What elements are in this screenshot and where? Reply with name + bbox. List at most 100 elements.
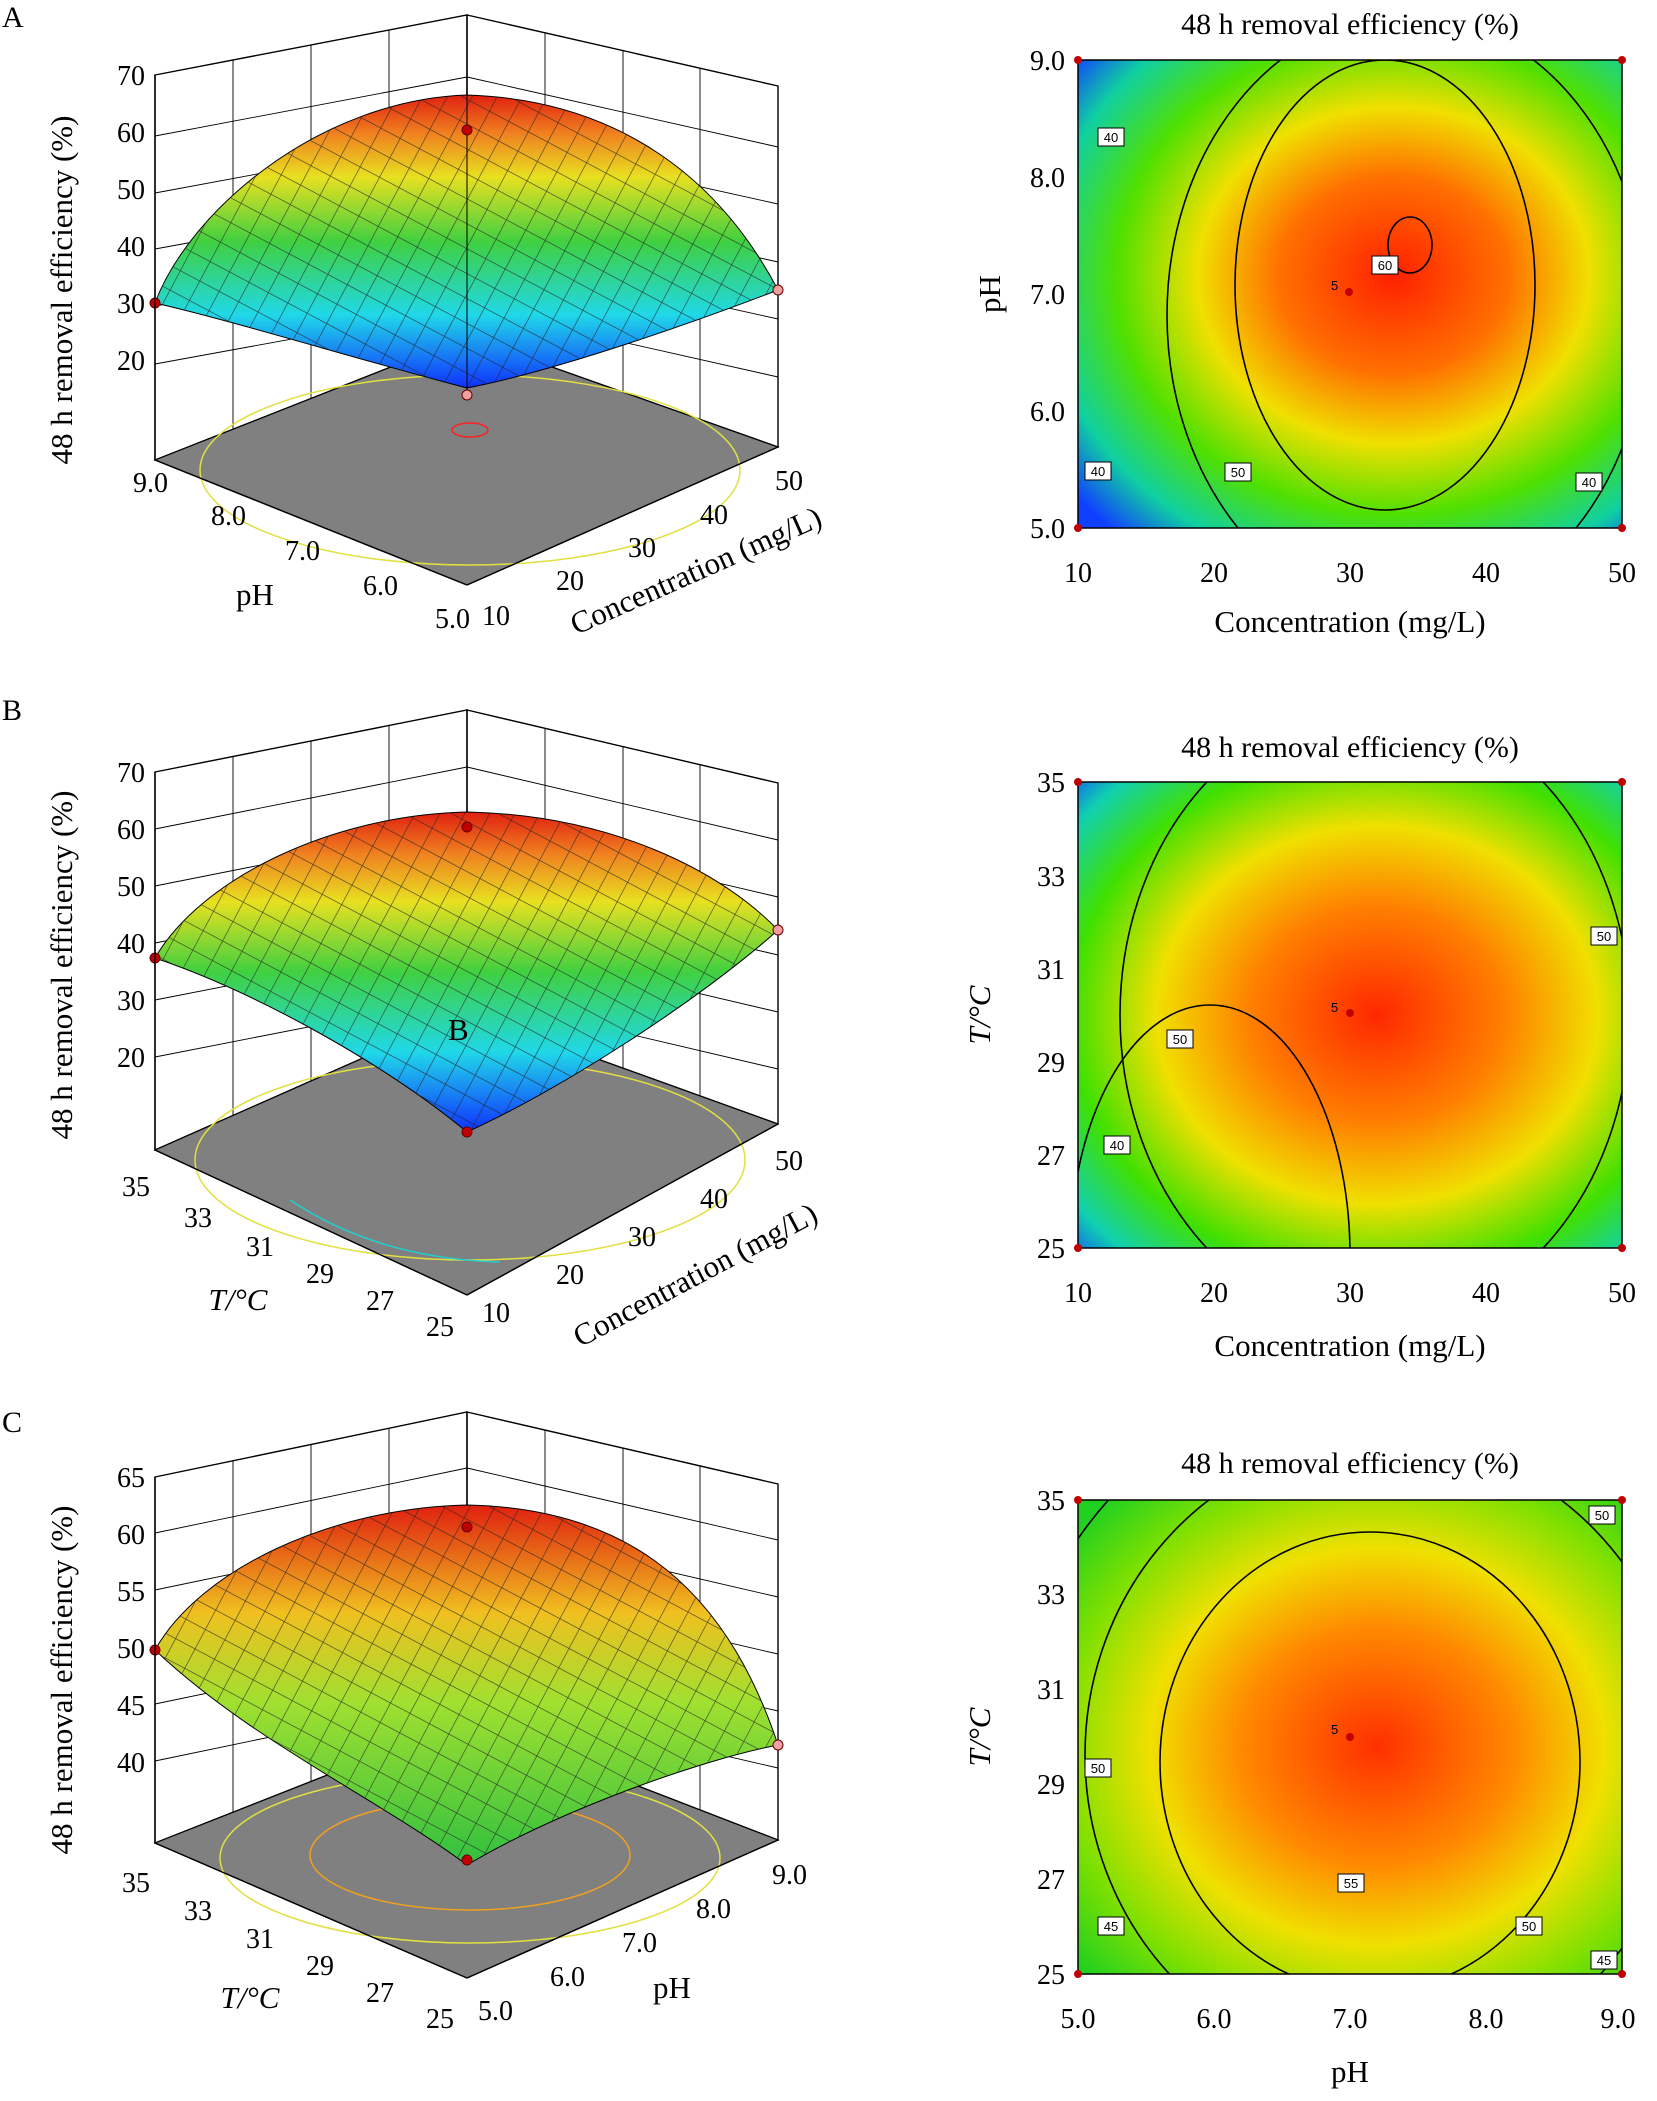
tick-label: 27 [1037,1141,1065,1172]
tick-label: 33 [1037,862,1065,893]
tick-label: 60 [117,815,145,846]
tick-label: 50 [775,466,803,497]
tick-label: 31 [1037,1675,1065,1706]
tick-label: 27 [366,1286,394,1317]
tick-label: 9.0 [133,468,168,499]
tick-label: 20 [556,1260,584,1291]
contour-label: 50 [1522,1919,1536,1934]
tick-label: 20 [1200,558,1228,589]
contour-a-ylabel: pH [972,275,1007,313]
surface-c-z-label: 48 h removal efficiency (%) [44,1506,79,1855]
contour-a-labels: 40 40 50 60 40 5 [1084,127,1603,492]
contour-b-xticks: 10 20 30 40 50 [1064,1278,1636,1309]
tick-label: 40 [1472,558,1500,589]
contour-label: 40 [1104,130,1118,145]
contour-label: 55 [1344,1876,1358,1891]
tick-label: 50 [775,1146,803,1177]
surface-a-left-ticks: 9.0 8.0 7.0 6.0 5.0 [133,468,470,635]
tick-label: 33 [184,1203,212,1234]
surface-b-left-ticks: 35 33 31 29 27 25 [122,1172,454,1343]
tick-label: 35 [122,1868,150,1899]
tick-label: 25 [426,1312,454,1343]
tick-label: 7.0 [1333,2004,1368,2035]
tick-label: 35 [122,1172,150,1203]
contour-c-yticks: 25 27 29 31 33 35 [1037,1486,1065,1991]
tick-label: 50 [1608,1278,1636,1309]
tick-label: 29 [306,1951,334,1982]
surface-c-design-points [149,1521,784,1866]
contour-label: 50 [1091,1761,1105,1776]
contour-b-design-points [1074,778,1626,1252]
contour-c-ylabel: T/°C [962,1707,997,1766]
tick-label: 6.0 [363,571,398,602]
contour-label: 50 [1173,1032,1187,1047]
tick-label: 30 [117,986,145,1017]
contour-c-title: 48 h removal efficiency (%) [1181,1447,1519,1480]
surface-b-left-label: T/°C [209,1282,268,1317]
contour-b-lines [1078,782,1622,1248]
contour-b-labels: 50 50 40 5 [1103,926,1618,1155]
tick-label: 27 [366,1978,394,2009]
surface-b-design-points [149,821,784,1138]
contour-a-design-points [1074,56,1626,532]
tick-label: 27 [1037,1865,1065,1896]
contour-c-labels: 50 50 55 45 50 45 5 [1084,1505,1618,1970]
surface-c-right-ticks: 5.0 6.0 7.0 8.0 9.0 [478,1860,807,2027]
contour-label: 40 [1582,475,1596,490]
tick-label: 31 [246,1924,274,1955]
surface-c-z-ticks: 65 60 55 50 45 40 [117,1463,145,1779]
tick-label: 10 [1064,558,1092,589]
tick-label: 20 [556,566,584,597]
contour-c-design-points [1074,1496,1626,1978]
tick-label: 60 [117,1520,145,1551]
tick-label: 50 [1608,558,1636,589]
tick-label: 70 [117,758,145,789]
surface-b-center-label: B [448,1012,469,1047]
tick-label: 25 [426,2004,454,2035]
tick-label: 9.0 [1601,2004,1636,2035]
contour-c-lines [1078,1500,1622,1974]
tick-label: 8.0 [1469,2004,1504,2035]
tick-label: 9.0 [1030,46,1065,77]
contour-a-yticks: 5.0 6.0 7.0 8.0 9.0 [1030,46,1065,545]
tick-label: 31 [1037,955,1065,986]
contour-a-title: 48 h removal efficiency (%) [1181,8,1519,41]
tick-label: 5.0 [435,604,470,635]
contour-label: 45 [1597,1953,1611,1968]
tick-label: 70 [117,61,145,92]
tick-label: 29 [1037,1770,1065,1801]
tick-label: 40 [700,500,728,531]
center-count: 5 [1331,1000,1338,1015]
contour-c-xlabel: pH [1331,2054,1369,2089]
tick-label: 7.0 [1030,280,1065,311]
tick-label: 35 [1037,768,1065,799]
tick-label: 33 [184,1896,212,1927]
tick-label: 20 [117,346,145,377]
tick-label: 8.0 [211,501,246,532]
surface-a-right-ticks: 10 20 30 40 50 [482,466,803,632]
tick-label: 6.0 [1197,2004,1232,2035]
surface-b-z-label: 48 h removal efficiency (%) [44,791,79,1140]
panel-c: C [2,1406,1636,2089]
surface-c-left-label: T/°C [221,1980,280,2015]
center-count: 5 [1331,1722,1338,1737]
contour-label: 45 [1104,1919,1118,1934]
contour-label: 50 [1597,929,1611,944]
contour-b-ylabel: T/°C [962,985,997,1044]
tick-label: 9.0 [772,1860,807,1891]
contour-b-title: 48 h removal efficiency (%) [1181,731,1519,764]
tick-label: 6.0 [1030,397,1065,428]
tick-label: 29 [1037,1048,1065,1079]
tick-label: 20 [1200,1278,1228,1309]
tick-label: 10 [482,601,510,632]
surface-a-z-label: 48 h removal efficiency (%) [44,116,79,465]
tick-label: 6.0 [550,1962,585,1993]
tick-label: 40 [1472,1278,1500,1309]
tick-label: 60 [117,118,145,149]
surface-a-left-label: pH [236,577,274,612]
tick-label: 40 [117,929,145,960]
contour-a-lines [1166,60,1622,528]
tick-label: 20 [117,1043,145,1074]
contour-a-xlabel: Concentration (mg/L) [1214,604,1485,639]
